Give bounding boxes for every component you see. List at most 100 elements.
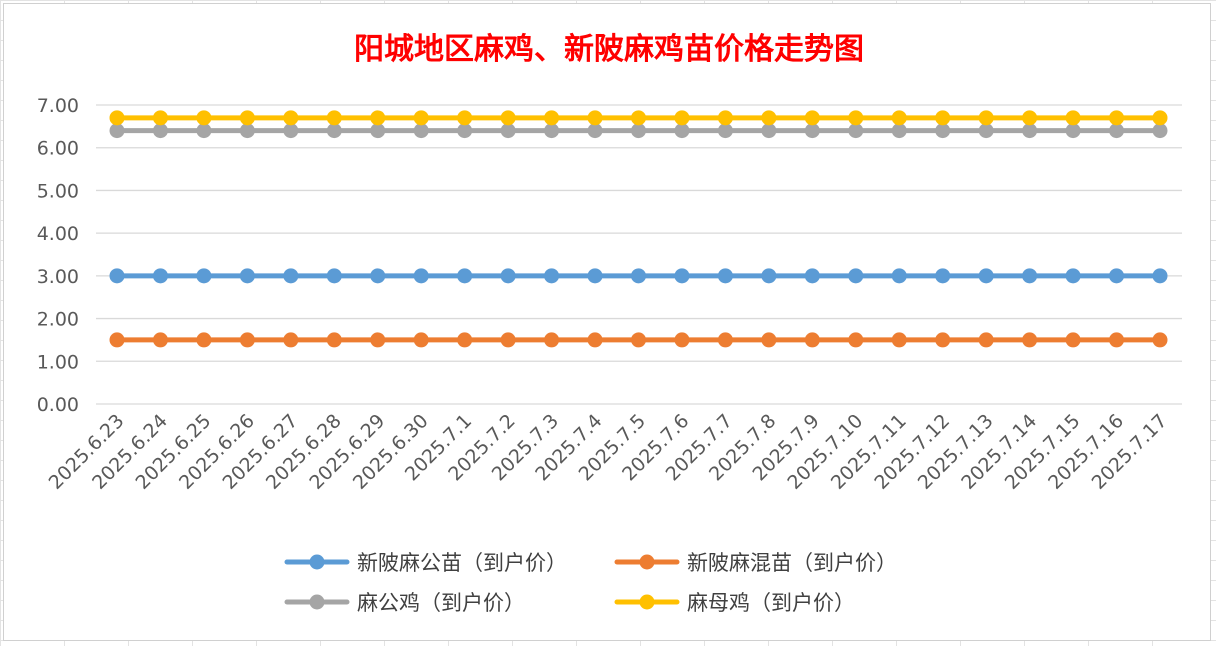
data-point[interactable] [413,268,429,284]
data-point[interactable] [1152,110,1168,126]
data-point[interactable] [1109,268,1125,284]
data-point[interactable] [935,268,951,284]
legend-entry[interactable]: 新陂麻混苗（到户价） [614,551,897,575]
data-point[interactable] [1152,268,1168,284]
data-point[interactable] [196,110,212,126]
data-point[interactable] [239,123,255,139]
data-point[interactable] [631,123,646,139]
data-point[interactable] [413,123,429,139]
data-point[interactable] [370,123,386,139]
data-point[interactable] [1065,268,1081,284]
data-point[interactable] [978,123,994,139]
data-point[interactable] [457,268,473,284]
data-point[interactable] [978,110,994,126]
data-point[interactable] [152,268,168,284]
data-point[interactable] [631,332,646,348]
data-point[interactable] [239,110,255,126]
legend-entry[interactable]: 麻母鸡（到户价） [614,591,855,615]
data-point[interactable] [935,110,951,126]
data-point[interactable] [848,123,864,139]
data-point[interactable] [1022,123,1038,139]
data-point[interactable] [891,332,907,348]
data-point[interactable] [239,268,255,284]
data-point[interactable] [587,268,603,284]
data-point[interactable] [978,268,994,284]
data-point[interactable] [196,123,212,139]
data-point[interactable] [544,123,560,139]
data-point[interactable] [761,123,777,139]
data-point[interactable] [1022,332,1038,348]
data-point[interactable] [848,110,864,126]
data-point[interactable] [544,110,560,126]
data-point[interactable] [674,332,690,348]
data-point[interactable] [1109,332,1125,348]
data-point[interactable] [500,123,516,139]
data-point[interactable] [283,123,299,139]
chart-area[interactable]: 阳城地区麻鸡、新陂麻鸡苗价格走势图 0.00 1.00 2.00 3.00 4.00 5.… [3,3,1211,641]
data-point[interactable] [848,268,864,284]
data-point[interactable] [152,123,168,139]
data-point[interactable] [500,110,516,126]
data-point[interactable] [196,332,212,348]
data-point[interactable] [326,268,342,284]
data-point[interactable] [674,268,690,284]
data-point[interactable] [587,110,603,126]
data-point[interactable] [761,332,777,348]
data-point[interactable] [152,110,168,126]
data-point[interactable] [457,110,473,126]
data-point[interactable] [109,268,125,284]
data-point[interactable] [978,332,994,348]
data-point[interactable] [1065,332,1081,348]
data-point[interactable] [1109,110,1125,126]
data-point[interactable] [848,332,864,348]
data-point[interactable] [1065,110,1081,126]
data-point[interactable] [283,332,299,348]
data-point[interactable] [500,332,516,348]
data-point[interactable] [1152,332,1168,348]
data-point[interactable] [717,268,733,284]
data-point[interactable] [152,332,168,348]
data-point[interactable] [1109,123,1125,139]
data-point[interactable] [804,332,820,348]
data-point[interactable] [413,110,429,126]
data-point[interactable] [804,268,820,284]
data-point[interactable] [587,123,603,139]
data-point[interactable] [891,268,907,284]
data-point[interactable] [935,123,951,139]
data-point[interactable] [326,123,342,139]
data-point[interactable] [1065,123,1081,139]
legend-entry[interactable]: 新陂麻公苗（到户价） [284,551,567,575]
data-point[interactable] [239,332,255,348]
data-point[interactable] [674,110,690,126]
data-point[interactable] [109,123,125,139]
legend-entry[interactable]: 麻公鸡（到户价） [284,591,525,615]
data-point[interactable] [457,123,473,139]
data-point[interactable] [370,110,386,126]
data-point[interactable] [1152,123,1168,139]
data-point[interactable] [370,268,386,284]
data-point[interactable] [891,123,907,139]
data-point[interactable] [674,123,690,139]
data-point[interactable] [804,123,820,139]
data-point[interactable] [457,332,473,348]
data-point[interactable] [631,268,646,284]
data-point[interactable] [500,268,516,284]
data-point[interactable] [761,110,777,126]
data-point[interactable] [761,268,777,284]
data-point[interactable] [109,332,125,348]
data-point[interactable] [804,110,820,126]
data-point[interactable] [544,268,560,284]
data-point[interactable] [370,332,386,348]
data-point[interactable] [544,332,560,348]
data-point[interactable] [196,268,212,284]
data-point[interactable] [935,332,951,348]
data-point[interactable] [413,332,429,348]
data-point[interactable] [717,123,733,139]
data-point[interactable] [717,332,733,348]
data-point[interactable] [283,110,299,126]
data-point[interactable] [717,110,733,126]
data-point[interactable] [587,332,603,348]
data-point[interactable] [109,110,125,126]
data-point[interactable] [326,110,342,126]
data-point[interactable] [1022,110,1038,126]
